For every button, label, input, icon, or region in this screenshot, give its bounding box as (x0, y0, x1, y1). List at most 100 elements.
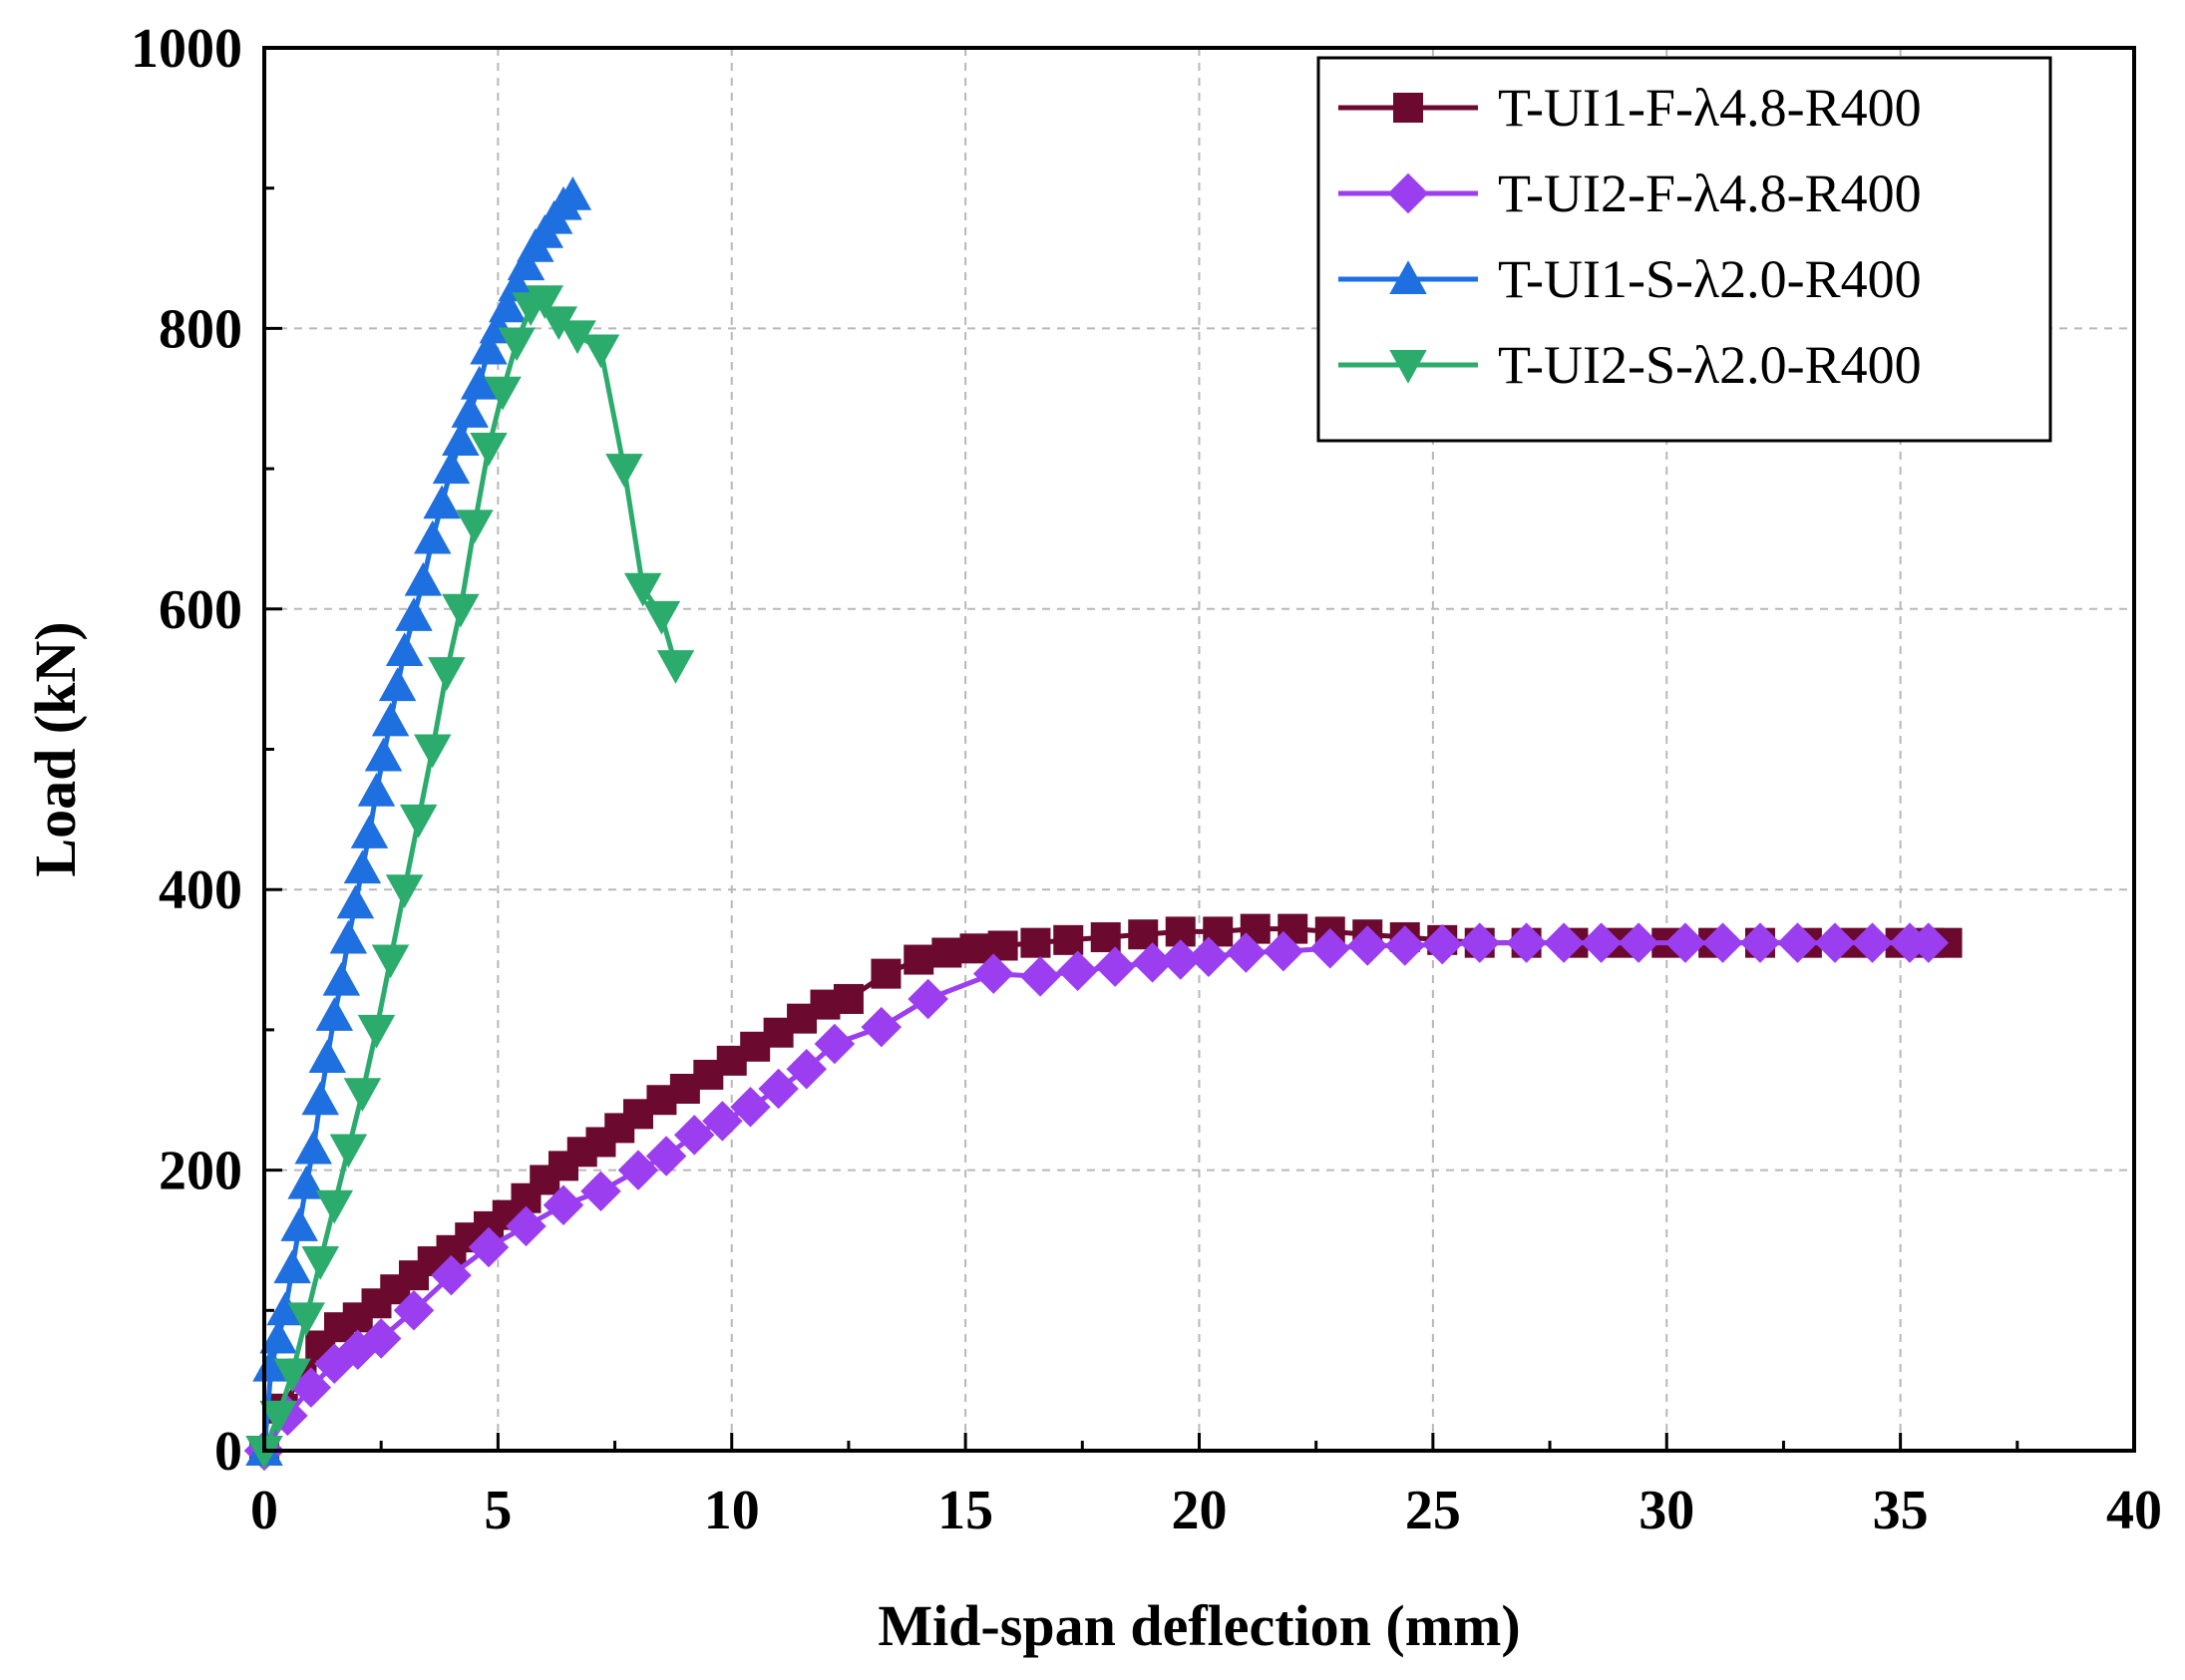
data-point (470, 432, 508, 467)
grid (264, 48, 2134, 1451)
y-tick-label: 200 (159, 1141, 242, 1202)
data-point (1506, 922, 1547, 963)
data-point (730, 1087, 771, 1128)
data-point (456, 509, 494, 544)
data-point (1347, 925, 1388, 966)
series-4 (245, 285, 695, 1470)
data-point (442, 593, 480, 628)
data-point (645, 1136, 687, 1176)
data-point (786, 1049, 827, 1090)
data-point (833, 983, 864, 1014)
y-tick-label: 600 (159, 579, 242, 641)
data-point (543, 1184, 584, 1226)
data-point (404, 561, 443, 596)
data-point (329, 919, 368, 954)
data-point (460, 365, 499, 400)
y-tick-label: 800 (159, 298, 242, 360)
x-tick-label: 40 (2106, 1480, 2162, 1541)
data-point (431, 1254, 472, 1296)
data-point (451, 394, 489, 428)
data-point (1226, 932, 1267, 973)
data-point (301, 1081, 339, 1116)
data-point (301, 1246, 339, 1280)
data-point (259, 1319, 297, 1354)
data-point (814, 1023, 856, 1065)
data-point (506, 1205, 546, 1247)
series-1 (249, 913, 1963, 1466)
x-tick-label: 5 (484, 1480, 512, 1541)
data-point (252, 1347, 290, 1382)
data-point (861, 1006, 902, 1048)
data-point (371, 702, 410, 737)
x-tick-label: 25 (1405, 1480, 1461, 1541)
data-point (973, 953, 1014, 994)
data-point (287, 1165, 325, 1199)
data-point (1053, 924, 1084, 955)
x-tick-label: 35 (1873, 1480, 1929, 1541)
legend-marker (1389, 260, 1427, 294)
data-point (1664, 922, 1706, 963)
data-point (1309, 928, 1350, 969)
x-tick-label: 10 (704, 1480, 760, 1541)
legend-label: T-UI1-S-λ2.0-R400 (1498, 249, 1922, 309)
legend-marker (1393, 93, 1423, 123)
legend: T-UI1-F-λ4.8-R400 T-UI2-F-λ4.8-R400 T-UI1-… (1316, 56, 2052, 443)
data-point (580, 1171, 621, 1211)
data-point (259, 1400, 297, 1435)
data-point (423, 485, 461, 519)
x-axis-title: Mid-span deflection (mm) (878, 1593, 1520, 1658)
legend-item: T-UI1-F-λ4.8-R400 (1338, 78, 1922, 138)
data-point (393, 1290, 435, 1331)
data-point (1702, 922, 1743, 963)
data-point (329, 1134, 368, 1169)
data-point (904, 944, 934, 975)
data-point (336, 884, 375, 919)
x-tick-label: 20 (1172, 1480, 1228, 1541)
data-point (1908, 922, 1949, 963)
y-axis-title: Load (kN) (23, 621, 88, 876)
data-point (1852, 922, 1893, 963)
data-point (1057, 950, 1098, 992)
data-point (371, 944, 410, 979)
data-point (1618, 922, 1659, 963)
data-point (468, 1226, 510, 1268)
data-point (315, 997, 354, 1031)
data-point (1188, 936, 1230, 977)
data-point (1777, 922, 1818, 963)
series-line (261, 297, 678, 1452)
data-point (871, 958, 902, 989)
legend-item: T-UI1-S-λ2.0-R400 (1338, 249, 1922, 309)
legend-marker (1389, 350, 1427, 384)
x-tick-label: 15 (937, 1480, 993, 1541)
data-point (1814, 922, 1856, 963)
data-point (322, 961, 361, 996)
data-point (1422, 923, 1463, 965)
data-point (558, 320, 596, 355)
series-3 (245, 175, 592, 1466)
data-point (1263, 930, 1304, 972)
data-point (1459, 922, 1500, 963)
data-point (605, 454, 643, 488)
data-point (399, 804, 438, 839)
data-point (360, 1318, 402, 1359)
ticks (262, 46, 2136, 1453)
data-point (273, 1249, 311, 1284)
data-point (540, 306, 578, 341)
data-point (553, 175, 592, 210)
data-point (364, 737, 403, 772)
data-point (931, 937, 962, 968)
data-point (1160, 939, 1201, 980)
data-point (758, 1068, 799, 1110)
data-point (280, 1207, 318, 1241)
data-point (656, 650, 695, 684)
data-point (959, 933, 990, 964)
legend-marker (1387, 172, 1429, 214)
y-tick-label: 400 (159, 859, 242, 921)
data-point (414, 734, 452, 769)
data-point (507, 246, 546, 281)
data-point (385, 874, 424, 908)
legend-label: T-UI1-F-λ4.8-R400 (1498, 78, 1922, 138)
data-point (442, 422, 480, 456)
data-point (308, 1039, 347, 1074)
data-point (1132, 942, 1173, 983)
